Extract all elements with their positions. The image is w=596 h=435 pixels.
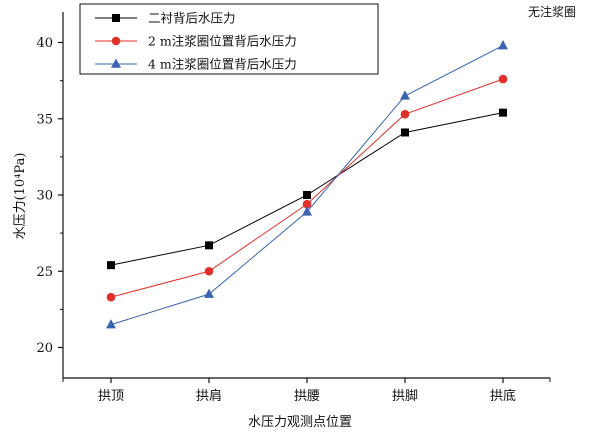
data-point bbox=[498, 40, 508, 50]
legend-item: 2 m注浆圈位置背后水压力 bbox=[95, 34, 297, 49]
data-point bbox=[499, 108, 507, 117]
x-tick-label: 拱脚 bbox=[392, 388, 418, 404]
legend-label: 2 m注浆圈位置背后水压力 bbox=[148, 34, 297, 49]
x-tick-label: 拱肩 bbox=[196, 388, 222, 404]
chart-annotation: 无注浆圈 bbox=[528, 4, 576, 19]
y-tick-label: 25 bbox=[36, 265, 53, 280]
x-ticks: 拱顶 拱肩 拱腰 拱脚 拱底 bbox=[62, 378, 551, 404]
legend-item: 4 m注浆圈位置背后水压力 bbox=[95, 57, 297, 72]
data-point bbox=[107, 261, 115, 270]
x-tick-label: 拱底 bbox=[490, 388, 516, 404]
x-tick-label: 拱顶 bbox=[98, 389, 124, 404]
y-tick-label: 40 bbox=[36, 36, 53, 51]
legend-marker bbox=[111, 58, 121, 68]
data-point bbox=[498, 74, 508, 84]
legend-box bbox=[79, 3, 379, 75]
data-point bbox=[302, 206, 312, 216]
x-tick-label: 拱腰 bbox=[294, 389, 320, 404]
legend-marker bbox=[111, 36, 121, 46]
legend-label: 二衬背后水压力 bbox=[148, 11, 236, 26]
series-line bbox=[110, 78, 504, 298]
x-axis-title: 水压力观测点位置 bbox=[248, 415, 352, 430]
y-ticks: 20 25 30 35 40 bbox=[36, 36, 63, 356]
series-1 bbox=[107, 108, 507, 270]
legend: 二衬背后水压力 2 m注浆圈位置背后水压力 4 m注浆圈位置背后水压力 bbox=[79, 3, 379, 75]
data-point bbox=[302, 199, 312, 209]
series-line bbox=[110, 45, 504, 326]
y-tick-label: 30 bbox=[36, 189, 53, 204]
legend-marker bbox=[112, 14, 120, 22]
legend-item: 二衬背后水压力 bbox=[95, 11, 236, 26]
data-point bbox=[400, 109, 410, 119]
series-2 bbox=[106, 74, 508, 302]
data-point bbox=[303, 191, 311, 199]
series-layer bbox=[106, 40, 508, 329]
data-point bbox=[106, 292, 116, 302]
data-point bbox=[400, 90, 410, 100]
y-tick-label: 20 bbox=[36, 341, 53, 356]
y-axis-title: 水压力(10⁴Pa) bbox=[13, 153, 28, 240]
series-3 bbox=[106, 40, 508, 329]
data-point bbox=[205, 241, 213, 250]
data-point bbox=[106, 319, 116, 329]
data-point bbox=[204, 288, 214, 298]
data-point bbox=[401, 128, 409, 137]
series-line bbox=[110, 112, 504, 266]
legend-label: 4 m注浆圈位置背后水压力 bbox=[148, 57, 297, 72]
y-tick-label: 35 bbox=[36, 112, 53, 127]
data-point bbox=[204, 266, 214, 276]
